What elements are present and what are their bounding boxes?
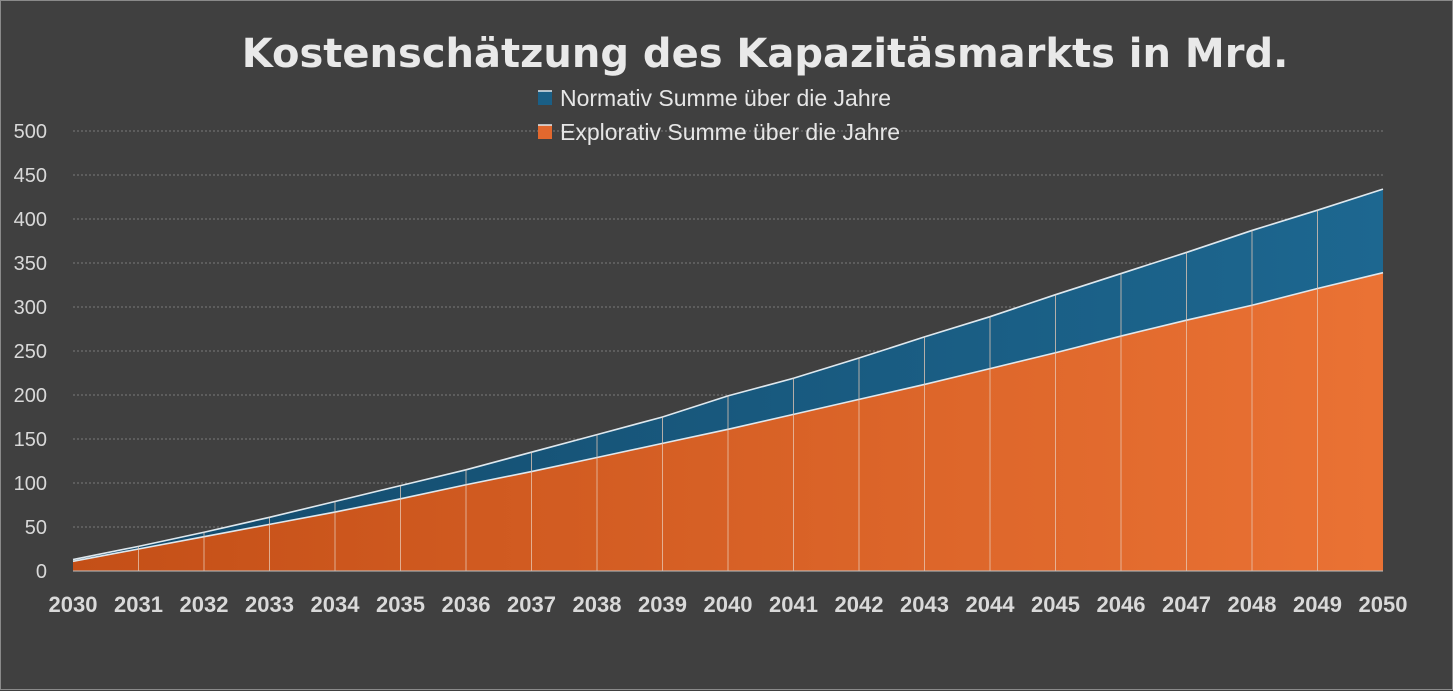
y-axis: 0 50 100 150 200 250 300 350 400 450 500 bbox=[14, 121, 47, 583]
x-tick-label: 2046 bbox=[1097, 592, 1146, 617]
x-tick-label: 2045 bbox=[1031, 592, 1080, 617]
y-tick-label: 400 bbox=[14, 209, 47, 231]
y-tick-label: 50 bbox=[25, 517, 47, 539]
x-tick-label: 2036 bbox=[442, 592, 491, 617]
x-tick-label: 2030 bbox=[49, 592, 98, 617]
x-tick-label: 2042 bbox=[835, 592, 884, 617]
x-tick-label: 2033 bbox=[245, 592, 294, 617]
x-tick-label: 2050 bbox=[1359, 592, 1408, 617]
x-tick-label: 2031 bbox=[114, 592, 163, 617]
legend-label: Explorativ Summe über die Jahre bbox=[560, 119, 900, 145]
x-tick-label: 2035 bbox=[376, 592, 425, 617]
x-tick-label: 2041 bbox=[769, 592, 818, 617]
x-tick-label: 2044 bbox=[966, 592, 1016, 617]
legend-swatch bbox=[538, 125, 552, 139]
x-tick-label: 2039 bbox=[638, 592, 687, 617]
y-tick-label: 200 bbox=[14, 385, 47, 407]
x-tick-label: 2043 bbox=[900, 592, 949, 617]
x-tick-label: 2038 bbox=[573, 592, 622, 617]
x-tick-label: 2049 bbox=[1293, 592, 1342, 617]
y-tick-label: 450 bbox=[14, 165, 47, 187]
x-tick-label: 2037 bbox=[507, 592, 556, 617]
y-tick-label: 350 bbox=[14, 253, 47, 275]
legend: Normativ Summe über die Jahre Explorativ … bbox=[538, 85, 900, 145]
y-tick-label: 300 bbox=[14, 297, 47, 319]
x-tick-label: 2048 bbox=[1228, 592, 1277, 617]
x-tick-label: 2032 bbox=[180, 592, 229, 617]
legend-label: Normativ Summe über die Jahre bbox=[560, 85, 891, 111]
y-tick-label: 100 bbox=[14, 473, 47, 495]
y-tick-label: 150 bbox=[14, 429, 47, 451]
y-tick-label: 250 bbox=[14, 341, 47, 363]
y-tick-label: 0 bbox=[36, 561, 47, 583]
x-tick-label: 2034 bbox=[311, 592, 361, 617]
x-tick-label: 2040 bbox=[704, 592, 753, 617]
legend-swatch bbox=[538, 91, 552, 105]
x-tick-label: 2047 bbox=[1162, 592, 1211, 617]
y-tick-label: 500 bbox=[14, 121, 47, 143]
x-axis: 2030 2031 2032 2033 2034 2035 2036 2037 2038 2039… bbox=[49, 592, 1408, 617]
chart-title: Kostenschätzung des Kapazitäsmarkts in M… bbox=[242, 31, 1289, 77]
